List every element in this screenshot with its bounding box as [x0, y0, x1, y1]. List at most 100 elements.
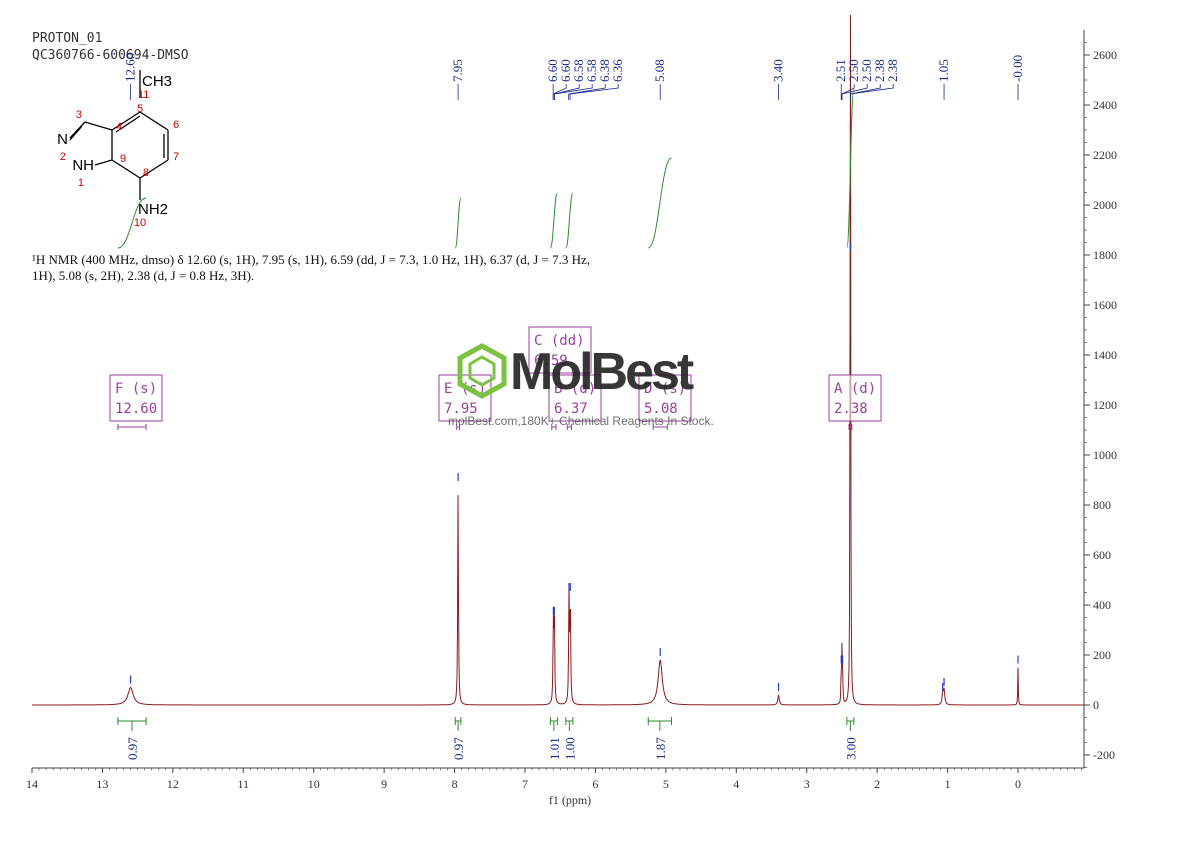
x-tick-label: 5: [663, 777, 669, 791]
x-tick-label: 12: [167, 777, 179, 791]
multiplet-type: B (d): [554, 381, 596, 397]
multiplet-type: A (d): [834, 381, 876, 397]
atom-label: 4: [116, 121, 122, 133]
peak-label: 12.60: [123, 53, 138, 82]
peak-label: 6.58: [571, 59, 586, 82]
x-tick-label: 13: [96, 777, 108, 791]
y-tick-label: 200: [1093, 648, 1111, 662]
integral-curve: [565, 192, 574, 249]
peak-label: 6.60: [558, 59, 573, 82]
atom-label: N: [57, 131, 68, 148]
integral-curve: [846, 87, 855, 249]
peak-label: 2.50: [846, 59, 861, 82]
watermark-brand: MolBest: [510, 343, 694, 401]
peak-label: 2.38: [872, 59, 887, 82]
y-tick-label: -200: [1093, 748, 1115, 762]
multiplet-type: C (dd): [534, 333, 585, 349]
multiplet-type: F (s): [115, 381, 157, 397]
integral-value: 3.00: [843, 737, 858, 760]
peak-label-leader: [569, 84, 619, 100]
peak-label: 6.36: [610, 59, 625, 82]
y-tick-label: 600: [1093, 548, 1111, 562]
peak-label-leader: [554, 84, 593, 100]
atom-label: 10: [134, 217, 146, 229]
multiplet-shift: 2.38: [834, 401, 868, 417]
integral-value: 0.97: [451, 737, 466, 760]
peak-label: 2.50: [859, 59, 874, 82]
x-tick-label: 7: [522, 777, 528, 791]
y-tick-label: 2200: [1093, 148, 1117, 162]
multiplet-box: [109, 374, 163, 422]
peak-label-leader: [552, 84, 567, 100]
atom-label: 7: [173, 151, 179, 163]
multiplet-shift: 5.08: [644, 401, 678, 417]
x-tick-label: 14: [26, 777, 38, 791]
x-tick-label: 4: [733, 777, 739, 791]
y-tick-label: 1800: [1093, 248, 1117, 262]
x-tick-label: 0: [1015, 777, 1021, 791]
spectrum-line: [32, 14, 1084, 706]
atom-label: 3: [76, 109, 82, 121]
multiplet-type: D (s): [644, 381, 686, 397]
x-tick-label: 9: [381, 777, 387, 791]
atom-label: 9: [120, 153, 126, 165]
atom-label: NH: [72, 157, 94, 174]
integral-curve: [647, 157, 672, 249]
peak-label: 7.95: [450, 59, 465, 82]
x-tick-label: 6: [592, 777, 598, 791]
multiplet-shift: 6.37: [554, 401, 588, 417]
peak-label: 2.51: [833, 59, 848, 82]
x-axis-label: f1 (ppm): [549, 793, 591, 807]
sample-title: PROTON_01: [32, 31, 103, 46]
watermark-subtitle: molBest.com,180K+ Chemical Reagents In S…: [448, 414, 714, 428]
multiplet-box: [828, 374, 882, 422]
y-tick-label: 1000: [1093, 448, 1117, 462]
integral-value: 0.97: [125, 737, 140, 760]
atom-label: 6: [173, 119, 179, 131]
y-tick-label: 1200: [1093, 398, 1117, 412]
x-tick-label: 11: [238, 777, 250, 791]
peak-label: 3.40: [771, 59, 786, 82]
atom-label: 1: [78, 177, 84, 189]
multiplet-shift: 12.60: [115, 401, 157, 417]
y-tick-label: 2000: [1093, 198, 1117, 212]
peak-label: 6.60: [545, 59, 560, 82]
x-tick-label: 8: [452, 777, 458, 791]
y-tick-label: 0: [1093, 698, 1099, 712]
atom-label: 5: [137, 103, 143, 115]
molbest-logo-icon: [457, 343, 507, 399]
multiplet-box: [638, 374, 692, 422]
atom-label: 2: [60, 151, 66, 163]
x-tick-label: 10: [308, 777, 320, 791]
integral-curve: [454, 197, 462, 249]
y-tick-label: 1600: [1093, 298, 1117, 312]
atom-label: 8: [143, 167, 149, 179]
peak-label-leader: [568, 84, 606, 100]
atom-label: 11: [138, 89, 149, 101]
peak-label-leader: [841, 84, 868, 100]
multiplet-box: [548, 374, 602, 422]
peak-label-leader: [841, 84, 855, 100]
integral-value: 1.00: [562, 737, 577, 760]
peak-label: 6.38: [597, 59, 612, 82]
peak-label: 6.58: [584, 59, 599, 82]
integral-curve: [117, 197, 147, 249]
integral-value: 1.87: [653, 737, 668, 760]
y-tick-label: 2600: [1093, 48, 1117, 62]
y-tick-label: 1400: [1093, 348, 1117, 362]
x-tick-label: 1: [945, 777, 951, 791]
integral-value: 1.01: [547, 737, 562, 760]
peak-label: 1.05: [936, 59, 951, 82]
y-tick-label: 800: [1093, 498, 1111, 512]
y-tick-label: 2400: [1093, 98, 1117, 112]
peak-label: -0.00: [1010, 55, 1025, 82]
atom-label: CH3: [142, 73, 172, 90]
integral-curve: [549, 192, 558, 249]
atom-label: NH2: [138, 201, 168, 218]
y-tick-label: 400: [1093, 598, 1111, 612]
x-tick-label: 2: [874, 777, 880, 791]
peak-label-leader: [849, 84, 894, 100]
